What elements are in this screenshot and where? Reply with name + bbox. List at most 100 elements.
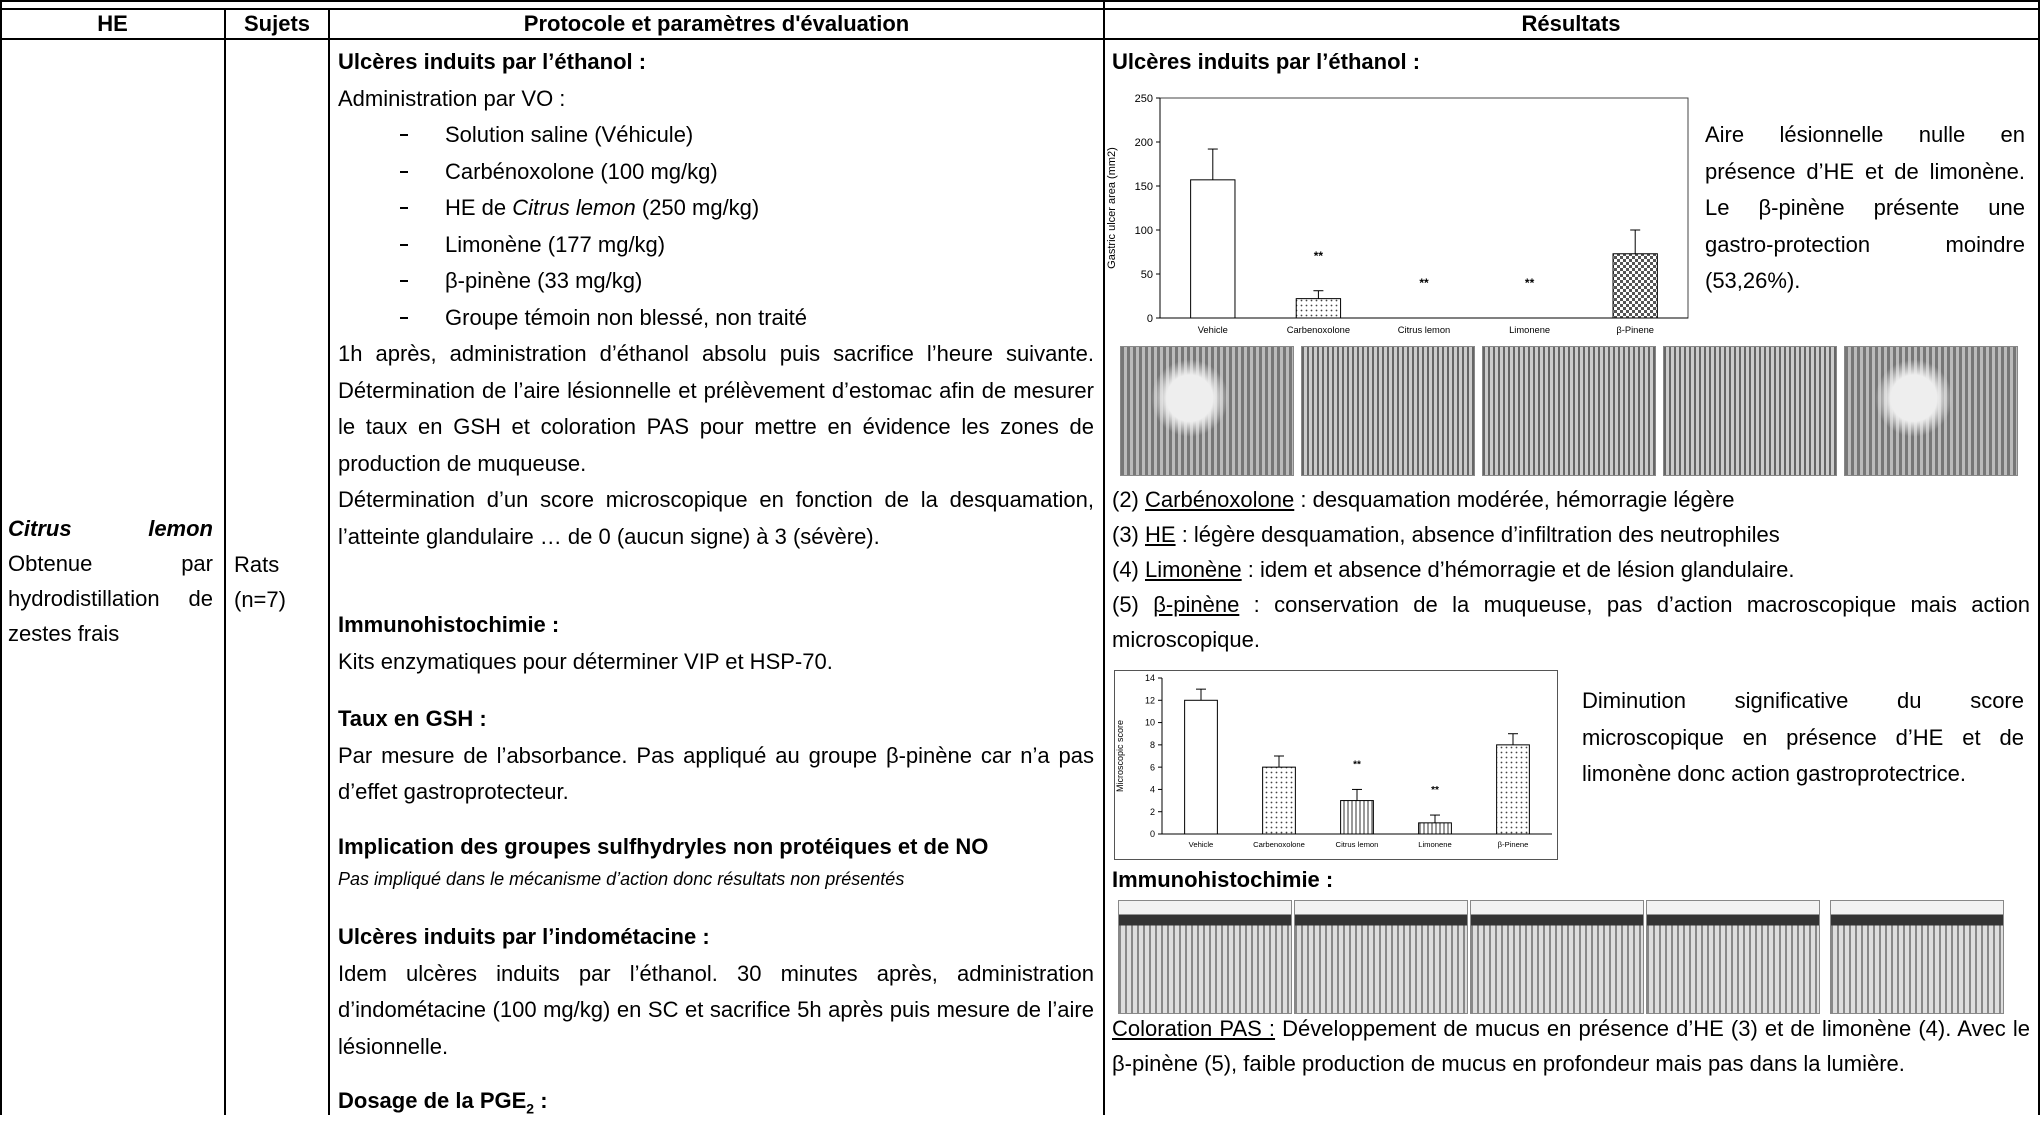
sujets-n: (n=7) — [234, 587, 286, 612]
x-tick-label: Limonene — [1418, 840, 1452, 849]
protocole-implication: Implication des groupes sulfhydryles non… — [338, 831, 1098, 895]
area-comment: Aire lésionnelle nulle en présence d’HE … — [1705, 122, 2025, 293]
header-he: HE — [97, 11, 128, 36]
bar — [1418, 822, 1452, 835]
section-text: Pas impliqué dans le mécanisme d’action … — [338, 869, 905, 889]
he-description: Obtenue par hydrodistillation de zestes … — [8, 551, 213, 646]
rule — [2038, 0, 2040, 1115]
micrograph — [1482, 346, 1656, 476]
group-text: Carbénoxolone (100 mg/kg) — [445, 158, 718, 184]
rule — [0, 0, 2040, 2]
y-tick-label: 250 — [1135, 93, 1153, 105]
section-title: Ulcères induits par l’indométacine : — [338, 924, 710, 949]
section-title: Taux en GSH : — [338, 706, 487, 731]
group-text-italic: Citrus lemon — [512, 195, 636, 220]
header-sujets: Sujets — [243, 11, 311, 36]
chart: 0 2 4 6 8 10 12 14 Microscopic score Vehicle Carbe… — [1114, 670, 1558, 860]
chart-frame — [1114, 670, 1558, 860]
header-protocole: Protocole et paramètres d'évaluation — [523, 11, 910, 36]
caption-name: Carbénoxolone — [1145, 487, 1295, 512]
section-title: Ulcères induits par l’éthanol : — [338, 49, 647, 74]
caption-number: (2) — [1112, 487, 1139, 512]
caption-text: : idem et absence d’hémorragie et de lés… — [1241, 557, 1795, 582]
caption-name: HE — [1145, 522, 1176, 547]
colon: : — [534, 1088, 548, 1113]
y-tick-label: 8 — [1150, 740, 1155, 750]
rule — [328, 8, 330, 1115]
group-text: (250 mg/kg) — [635, 195, 760, 220]
protocole-pge2: Dosage de la PGE2 : — [338, 1083, 1094, 1127]
group: HE de Citrus lemon (250 mg/kg) — [338, 190, 1094, 227]
bar — [1612, 253, 1658, 319]
score: Détermination d’un score microscopique e… — [338, 487, 1094, 549]
procedure: 1h après, administration d’éthanol absol… — [338, 341, 1094, 476]
protocole-gsh: Taux en GSH : Par mesure de l’absorbance… — [338, 701, 1094, 811]
y-tick-label: 50 — [1141, 269, 1153, 281]
caption-number: (4) — [1112, 557, 1139, 582]
significance: ** — [1431, 785, 1439, 796]
group-text: Solution saline (Véhicule) — [445, 122, 694, 147]
group-text: Limonène (177 mg/kg) — [445, 231, 666, 257]
micrograph — [1830, 900, 2004, 1014]
chart: 0 50 100 150 200 250 Gastric ulcer area (mm2) V… — [1106, 93, 1689, 335]
section-title: Ulcères induits par l’éthanol : — [1112, 49, 1421, 74]
protocole-immuno: Immunohistochimie : Kits enzymatiques po… — [338, 607, 1094, 680]
group-text: HE de — [445, 195, 513, 220]
bar — [1262, 766, 1296, 835]
group-text: Groupe témoin non blessé, non traité — [445, 304, 808, 330]
subscript: 2 — [526, 1100, 535, 1117]
y-tick-label: 0 — [1150, 829, 1155, 839]
group: β-pinène (33 mg/kg) — [338, 263, 1094, 300]
y-tick-label: 12 — [1145, 695, 1155, 705]
micrograph — [1470, 900, 1644, 1014]
micrograph — [1646, 900, 1820, 1014]
rule — [224, 8, 226, 1115]
y-tick-label: 200 — [1135, 137, 1153, 149]
x-tick-label: Citrus lemon — [1398, 325, 1450, 335]
significance: ** — [1353, 760, 1361, 771]
micrograph — [1663, 346, 1837, 476]
section-title: Immunohistochimie : — [338, 612, 560, 637]
caption-number: (5) — [1112, 592, 1139, 617]
bar — [1190, 179, 1236, 319]
caption-name: β-pinène — [1153, 592, 1240, 617]
sujets-species: Rats — [234, 552, 280, 577]
significance: ** — [1419, 276, 1429, 290]
sujets-cell: Rats (n=7) — [234, 547, 324, 617]
protocole-ethanol: Ulcères induits par l’éthanol : Administ… — [338, 44, 1094, 555]
y-tick-label: 4 — [1150, 785, 1155, 795]
group: Groupe témoin non blessé, non traité — [338, 300, 1094, 337]
significance: ** — [1525, 276, 1535, 290]
group-text: β-pinène (33 mg/kg) — [445, 268, 643, 293]
caption-text: : conservation de la muqueuse, pas d’act… — [1112, 592, 2030, 652]
micrograph — [1120, 346, 1294, 476]
x-tick-label: Vehicle — [1198, 325, 1228, 335]
micrograph — [1294, 900, 1468, 1014]
x-tick-label: Limonene — [1509, 325, 1550, 335]
section-title: Implication des groupes sulfhydryles non… — [338, 834, 989, 859]
bar — [1496, 744, 1530, 835]
y-axis-label: Gastric ulcer area (mm2) — [1106, 147, 1118, 269]
caption-number: (3) — [1112, 522, 1139, 547]
x-tick-label: Vehicle — [1189, 840, 1214, 849]
group: Solution saline (Véhicule) — [338, 117, 1094, 154]
y-tick-label: 10 — [1145, 718, 1155, 728]
pas-body: Développement de mucus en présence d’HE … — [1112, 1016, 2031, 1076]
x-tick-label: Carbenoxolone — [1253, 840, 1305, 849]
pas: Coloration PAS : Développement de mucus … — [1112, 1011, 2030, 1081]
y-tick-label: 6 — [1150, 762, 1155, 772]
y-tick-label: 2 — [1150, 807, 1155, 817]
pas-label: Coloration PAS : — [1112, 1016, 1276, 1041]
micrograph — [1118, 900, 1292, 1014]
bar — [1295, 298, 1342, 319]
rule — [1103, 0, 1105, 1115]
pas-text: Coloration PAS : Développement de mucus … — [1112, 1011, 2030, 1081]
section-title: Dosage de la PGE — [338, 1088, 527, 1113]
group: Carbénoxolone (100 mg/kg) — [338, 154, 1094, 191]
caption: (5) β-pinène : conservation de la muqueu… — [1112, 587, 2030, 657]
header-resultats: Résultats — [1521, 11, 1621, 36]
x-tick-label: β-Pinene — [1498, 840, 1529, 849]
x-tick-label: β-Pinene — [1616, 325, 1654, 335]
rule — [0, 0, 2, 1115]
